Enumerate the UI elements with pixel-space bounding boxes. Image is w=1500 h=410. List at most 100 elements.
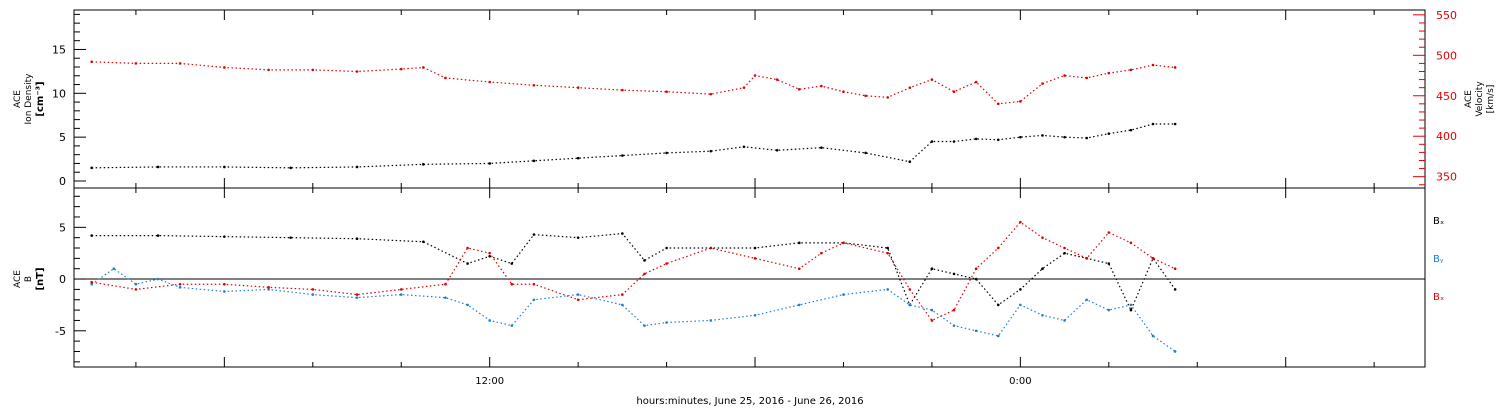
density-point [1063,135,1066,139]
legend-bz: Bₓ [1433,292,1444,303]
density-point [621,154,624,157]
b-axis-title-line-3: [nT] [35,267,46,290]
density-point [820,146,823,149]
density-point [952,140,956,143]
velocity-point [742,86,746,89]
density-axis-title-line-2: Ion Density [24,73,34,125]
velocity-point [1063,74,1066,77]
velocity-point [842,90,845,94]
b-axis-title-line-1: ACE [13,270,23,288]
velocity-axis-title: ACE Velocity [km/s] [1464,81,1496,117]
velocity-point [488,80,491,84]
bx-trace [91,232,1176,312]
velocity-point [267,68,270,72]
bx-point [156,234,160,237]
velocity-point [134,62,138,65]
magnetic-panel-frame [73,187,1426,368]
bx-point [1173,288,1177,291]
velocity-point [974,80,978,84]
by-point [996,334,1000,338]
velocity-point [930,78,934,81]
by-point [665,321,668,324]
bz-point [576,298,580,302]
velocity-point [90,60,93,64]
bz-point [1063,246,1066,250]
bx-point [510,262,514,265]
bz-point [223,282,226,286]
density-point [1151,122,1155,126]
density-trace [91,123,1176,169]
velocity-point [665,90,668,94]
by-point [908,303,912,307]
density-series [90,122,1177,170]
by-point [532,298,536,302]
density-point [1019,135,1022,139]
bx-point [576,236,580,239]
bx-point [996,303,1000,307]
density-point [974,137,978,141]
legend-by: Bᵧ [1433,254,1444,265]
density-tick-label-0: 0 [59,175,66,188]
velocity-point [1151,63,1155,67]
density-point [90,166,93,170]
bz-point [311,288,315,291]
density-point [1173,122,1177,126]
velocity-point [1129,68,1133,72]
bz-point [1041,236,1044,239]
by-point [1063,319,1066,322]
bx-point [1129,308,1133,312]
density-tick-label-10: 10 [52,87,66,100]
by-point [576,293,580,296]
velocity-point [1107,71,1111,75]
bx-point [1107,262,1111,265]
by-point [643,324,646,327]
by-point [709,319,713,322]
bz-point [466,246,469,250]
by-point [156,277,160,281]
bz-point [134,288,138,291]
bz-point [709,246,713,250]
density-point [665,151,668,155]
density-point [223,165,226,169]
by-point [90,282,93,286]
bx-point [223,235,226,238]
bz-point [665,262,668,265]
velocity-point [1041,82,1044,85]
density-point [1085,136,1088,140]
bz-point [1151,257,1155,260]
velocity-point [1085,76,1088,80]
velocity-point [886,96,889,99]
bx-point [621,232,624,235]
x-tick-label-0000: 0:00 [1009,376,1031,387]
density-point [930,140,934,143]
density-axis-title: ACE Ion Density [cm⁻³] [13,73,46,125]
velocity-tick-label-550: 550 [1436,9,1457,22]
bz-point [399,288,403,291]
bx-point [665,246,668,250]
bx-point [886,246,889,250]
plasma-panel-frame [73,9,1426,189]
bz-point [797,267,801,271]
velocity-point [532,83,536,87]
legend-bx: Bₓ [1433,216,1444,227]
density-point [576,156,580,160]
bz-point [842,241,845,245]
by-point [753,313,757,317]
density-tick-label-15: 15 [52,43,66,56]
by-point [1019,303,1022,307]
density-point [289,166,292,170]
density-point [1129,128,1133,132]
velocity-tick-label-350: 350 [1436,171,1457,184]
x-axis-title: hours:minutes, June 25, 2016 - June 26, … [636,396,863,407]
by-point [223,290,226,293]
b-tick-label-5: 5 [59,221,66,234]
bx-point [974,277,978,281]
velocity-point [753,74,757,77]
bz-point [1107,231,1111,234]
bx-point [488,254,491,258]
bz-point [1173,267,1177,271]
bx-point [466,262,469,265]
axis-ticks [74,10,1425,367]
velocity-point [444,76,447,80]
